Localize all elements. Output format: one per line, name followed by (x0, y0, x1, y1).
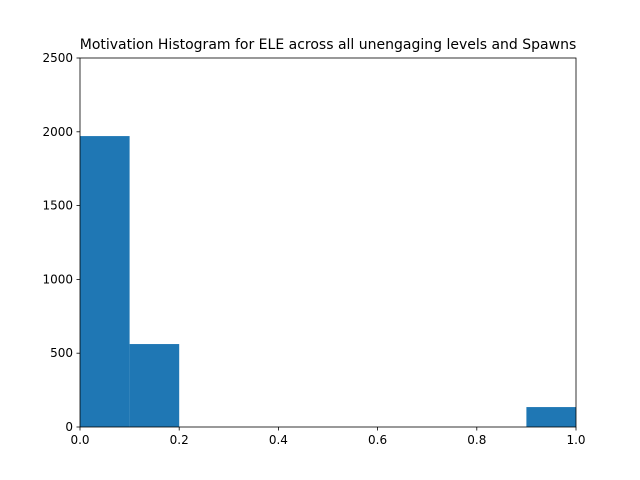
y-tick-label: 500 (50, 346, 73, 360)
y-tick-label: 2000 (42, 125, 73, 139)
x-tick-label: 1.0 (566, 433, 585, 447)
bar (80, 136, 130, 428)
x-tick-label: 0.0 (70, 433, 89, 447)
y-tick-label: 1000 (42, 272, 73, 286)
x-tick-label: 0.4 (269, 433, 288, 447)
y-tick-label: 1500 (42, 199, 73, 213)
y-tick-label: 2500 (42, 51, 73, 65)
y-tick-label: 0 (65, 420, 73, 434)
axes-frame (79, 57, 577, 428)
chart-title: Motivation Histogram for ELE across all … (80, 37, 577, 53)
bar (526, 407, 576, 427)
x-tick-label: 0.6 (368, 433, 387, 447)
x-tick-label: 0.2 (170, 433, 189, 447)
bar (129, 344, 180, 427)
x-tick-label: 0.8 (467, 433, 486, 447)
